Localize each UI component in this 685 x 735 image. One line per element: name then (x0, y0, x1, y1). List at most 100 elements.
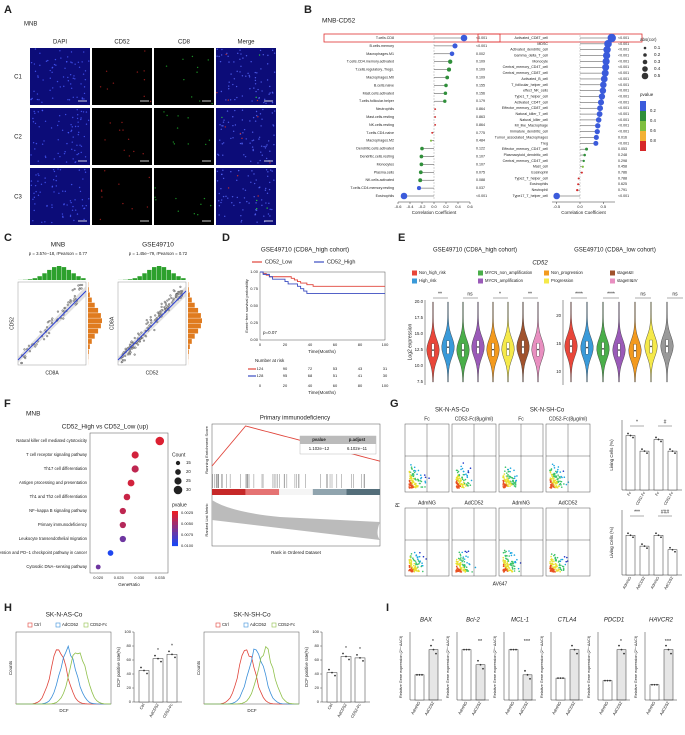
event (413, 551, 416, 554)
side-histogram (188, 307, 199, 313)
x-tick-label: -0.2 (419, 204, 427, 209)
point (140, 331, 143, 334)
replicate (660, 536, 662, 539)
cell-dot (241, 75, 244, 77)
cell-dot (252, 149, 254, 152)
plot-title: GSE49710 (142, 242, 174, 249)
gene-name: CTLA4 (558, 618, 577, 624)
term-label: Primary immunodeficiency (38, 522, 88, 527)
cell-dot (273, 143, 275, 146)
y-tick-label: 0.50 (250, 303, 259, 308)
event (417, 479, 420, 481)
cell-dot (218, 200, 220, 202)
event (559, 570, 561, 573)
cell-dot (76, 213, 79, 215)
event (511, 479, 514, 482)
risk-count: 43 (358, 366, 363, 371)
row-name: Effector_memory_CD4T_cell (502, 147, 548, 151)
cell-dot (226, 110, 229, 112)
event (556, 556, 559, 559)
event (410, 563, 412, 566)
event (502, 551, 505, 554)
top-histogram (37, 276, 42, 280)
cell-dot (241, 119, 244, 121)
cell-dot (239, 49, 241, 51)
enrichment-dot (131, 451, 139, 459)
cell-dot (229, 99, 232, 101)
lollipop-head (595, 123, 601, 129)
event (459, 562, 462, 564)
row-name: T_follicular_helper_cell (511, 83, 548, 87)
event (559, 568, 562, 570)
cell-dot (255, 179, 257, 181)
legend-label: MYCN_non_amplification (485, 270, 533, 275)
cell-dot (245, 138, 247, 140)
point (169, 294, 172, 297)
cell-dot (69, 214, 72, 216)
event (549, 567, 552, 570)
cell-dot (196, 66, 199, 69)
bar (508, 649, 519, 701)
cell-dot (223, 119, 225, 121)
event (513, 567, 516, 570)
p-value: 0.791 (618, 188, 627, 192)
event (458, 559, 461, 561)
point (164, 306, 167, 309)
cell-dot (221, 48, 223, 51)
legend-label: 0.3 (654, 59, 661, 64)
lollipop-head (434, 124, 437, 126)
lollipop-head (595, 117, 602, 123)
x-tick-label: 80 (358, 342, 363, 347)
y-axis-label: CD8A (109, 316, 115, 330)
event (506, 555, 508, 557)
plot-frame (259, 271, 386, 341)
event (504, 551, 506, 554)
x-tick-label: AdmNG (645, 701, 656, 716)
event (421, 486, 424, 488)
stat-table-head (300, 436, 376, 444)
p-value: <0.001 (618, 94, 629, 98)
cell-dot (183, 78, 185, 81)
cell-dot (30, 154, 32, 156)
y-tick-label: 0.25 (250, 320, 259, 325)
term-label: Th1 and Th2 cell differentiation (30, 494, 88, 499)
point (168, 298, 171, 301)
cell-dot (72, 77, 75, 79)
side-histogram (88, 287, 89, 292)
event (513, 570, 516, 572)
event (512, 477, 515, 480)
cell-dot (143, 70, 145, 72)
cell-dot (264, 189, 267, 191)
event (415, 569, 418, 572)
cell-dot (67, 76, 69, 79)
point (149, 318, 152, 321)
cell-dot (232, 83, 234, 86)
event (556, 478, 558, 480)
plot-stat: p = 1.45e−79, rPearson = 0.72 (129, 251, 188, 256)
event (504, 466, 507, 469)
side-histogram (88, 349, 89, 355)
event (409, 558, 412, 561)
event (459, 485, 462, 488)
cell-dot (69, 215, 72, 218)
cell-dot (41, 109, 44, 111)
event (508, 481, 510, 483)
event (512, 565, 515, 567)
cell-dot (236, 96, 238, 99)
top-histogram (127, 279, 133, 280)
cell-dot (51, 204, 53, 206)
cell-dot (245, 55, 248, 57)
row-name: T.cells.CD4.naive (366, 131, 394, 135)
event (563, 476, 566, 479)
cell-dot (256, 99, 259, 102)
rank-gradient (312, 489, 347, 495)
event (414, 568, 416, 571)
cell-dot (84, 70, 87, 72)
p-value: 0.863 (476, 115, 485, 119)
cell-dot (76, 114, 79, 116)
cell-dot (272, 125, 275, 127)
enrichment-dot (123, 493, 131, 501)
event (552, 476, 554, 479)
cell-dot (211, 102, 213, 105)
p-value: 0.037 (476, 186, 485, 190)
